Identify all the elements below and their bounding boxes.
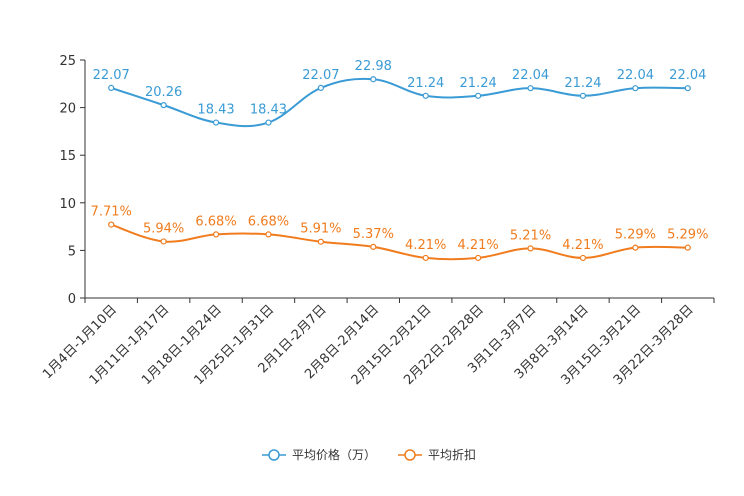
data-point — [370, 76, 377, 83]
data-point — [684, 85, 691, 92]
data-point — [160, 102, 167, 109]
data-point — [212, 119, 220, 126]
data-point — [527, 245, 534, 252]
legend-label: 平均折扣 — [428, 447, 476, 462]
data-label: 5.37% — [353, 227, 394, 242]
data-label: 22.04 — [669, 68, 706, 83]
series-layer: 22.07 20.26 18.43 18.43 22.07 22.98 21.24 21.24… — [91, 59, 708, 262]
data-point — [108, 84, 115, 91]
data-label: 21.24 — [564, 76, 601, 91]
data-point — [579, 92, 587, 99]
series-2: 7.71% 5.94% 6.68% 6.68% 5.91% 5.37% 4.21% 4.21%… — [91, 205, 708, 262]
data-point — [422, 92, 429, 99]
data-point — [265, 119, 272, 126]
data-point — [108, 221, 115, 228]
legend-marker-icon — [404, 449, 416, 461]
data-point — [317, 238, 324, 245]
data-point — [212, 231, 220, 238]
axes: 05101520251月4日-1月10日1月11日-1月17日1月18日-1月2… — [40, 54, 715, 388]
data-label: 5.91% — [300, 222, 341, 237]
data-point — [317, 84, 324, 91]
legend: 平均价格（万） 平均折扣 — [262, 447, 476, 462]
y-tick-label: 0 — [68, 292, 76, 307]
data-label: 4.21% — [562, 238, 603, 253]
data-label: 5.94% — [143, 221, 184, 236]
data-label: 6.68% — [195, 214, 236, 229]
data-point — [684, 244, 691, 251]
data-label: 4.21% — [405, 238, 446, 253]
data-label: 6.68% — [248, 214, 289, 229]
y-tick-label: 20 — [59, 102, 76, 117]
data-label: 22.98 — [355, 59, 392, 74]
data-point — [160, 238, 167, 245]
data-point — [475, 254, 482, 262]
data-label: 5.29% — [615, 228, 656, 243]
data-label: 21.24 — [460, 76, 497, 91]
data-point — [579, 254, 587, 262]
y-tick-label: 5 — [68, 244, 76, 259]
series-1: 22.07 20.26 18.43 18.43 22.07 22.98 21.24 21.24… — [93, 59, 706, 128]
data-point — [527, 85, 534, 92]
data-label: 5.29% — [667, 228, 708, 243]
data-point — [265, 231, 272, 238]
y-tick-label: 10 — [59, 197, 76, 212]
data-label: 22.04 — [512, 68, 549, 83]
data-label: 20.26 — [145, 85, 182, 100]
data-label: 18.43 — [250, 103, 287, 118]
data-point — [632, 85, 639, 92]
data-label: 22.04 — [617, 68, 654, 83]
legend-marker-icon — [268, 449, 280, 461]
series-line — [110, 77, 688, 128]
y-tick-label: 15 — [59, 149, 76, 164]
data-label: 22.07 — [93, 68, 130, 83]
legend-item-1: 平均价格（万） — [262, 447, 376, 462]
y-tick-label: 25 — [59, 54, 76, 69]
data-label: 21.24 — [407, 76, 444, 91]
data-point — [370, 243, 377, 250]
data-point — [632, 244, 639, 251]
data-label: 22.07 — [302, 68, 339, 83]
data-label: 5.21% — [510, 228, 551, 243]
data-point — [475, 92, 482, 99]
series-line — [110, 223, 688, 261]
data-label: 4.21% — [457, 238, 498, 253]
data-label: 18.43 — [197, 103, 234, 118]
legend-label: 平均价格（万） — [292, 447, 376, 462]
legend-item-2: 平均折扣 — [398, 447, 476, 462]
data-label: 7.71% — [91, 205, 132, 220]
data-point — [422, 254, 429, 262]
